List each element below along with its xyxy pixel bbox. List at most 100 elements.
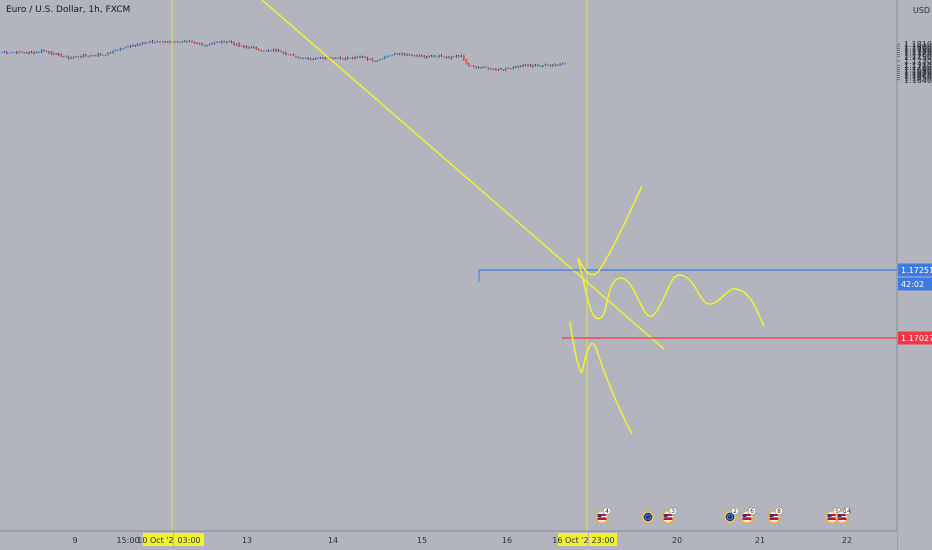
candle[interactable] <box>435 55 438 57</box>
candle[interactable] <box>141 41 144 45</box>
event-marker[interactable]: 6 <box>740 506 757 524</box>
candle[interactable] <box>438 54 441 58</box>
candle[interactable] <box>65 55 68 58</box>
candle[interactable] <box>248 46 250 49</box>
candle[interactable] <box>139 43 142 46</box>
candle[interactable] <box>317 57 320 59</box>
candle[interactable] <box>8 52 11 54</box>
candle[interactable] <box>144 42 147 45</box>
projection-sideways[interactable] <box>577 259 765 327</box>
candle[interactable] <box>97 52 100 57</box>
trendline-descending[interactable] <box>261 0 665 350</box>
candle[interactable] <box>33 51 36 55</box>
candle[interactable] <box>536 64 539 67</box>
candle[interactable] <box>344 57 347 61</box>
candle[interactable] <box>433 54 436 58</box>
candle[interactable] <box>411 54 413 56</box>
candle[interactable] <box>94 54 97 57</box>
projection-up[interactable] <box>577 185 643 276</box>
candle[interactable] <box>366 56 369 61</box>
candle[interactable] <box>104 54 107 56</box>
candle[interactable] <box>176 40 179 43</box>
candle[interactable] <box>117 49 119 51</box>
candle[interactable] <box>233 41 236 46</box>
candle[interactable] <box>136 43 139 47</box>
candle[interactable] <box>272 48 275 52</box>
candle[interactable] <box>457 55 460 58</box>
candle[interactable] <box>112 50 115 54</box>
candle[interactable] <box>312 58 315 61</box>
candle[interactable] <box>482 66 485 68</box>
event-marker[interactable]: 4 <box>595 506 612 524</box>
candle[interactable] <box>213 41 216 45</box>
candle[interactable] <box>448 56 450 59</box>
candle[interactable] <box>369 58 371 60</box>
candle[interactable] <box>75 56 77 58</box>
candle[interactable] <box>15 50 18 54</box>
candle[interactable] <box>428 55 431 58</box>
candle[interactable] <box>445 56 448 59</box>
candle[interactable] <box>297 56 300 59</box>
candle[interactable] <box>522 64 525 68</box>
candle[interactable] <box>524 64 527 67</box>
candle[interactable] <box>408 53 411 56</box>
candle[interactable] <box>168 40 171 44</box>
candle[interactable] <box>40 49 43 53</box>
candle[interactable] <box>430 54 433 58</box>
candle[interactable] <box>564 62 567 65</box>
candle[interactable] <box>84 53 87 57</box>
candle[interactable] <box>514 65 517 69</box>
candle[interactable] <box>292 53 295 57</box>
candle[interactable] <box>361 55 364 59</box>
candle[interactable] <box>339 56 342 60</box>
candle[interactable] <box>544 63 547 66</box>
candle[interactable] <box>215 41 218 43</box>
candle[interactable] <box>396 52 399 55</box>
candle[interactable] <box>277 48 280 52</box>
candle[interactable] <box>507 67 510 69</box>
candle[interactable] <box>60 53 63 58</box>
candle[interactable] <box>240 45 243 47</box>
candle[interactable] <box>383 55 386 60</box>
candle[interactable] <box>72 56 75 59</box>
candle[interactable] <box>154 41 157 44</box>
candle[interactable] <box>443 56 446 58</box>
candle[interactable] <box>307 57 310 61</box>
candle[interactable] <box>455 54 458 58</box>
candle[interactable] <box>485 66 488 68</box>
candle[interactable] <box>252 46 255 49</box>
candle[interactable] <box>30 50 33 54</box>
candle[interactable] <box>260 49 263 52</box>
candle[interactable] <box>373 60 376 63</box>
candle[interactable] <box>364 56 366 59</box>
candle[interactable] <box>92 54 95 57</box>
event-marker[interactable]: 5 <box>825 506 842 524</box>
candle[interactable] <box>502 69 505 72</box>
candle[interactable] <box>386 55 389 58</box>
candle[interactable] <box>534 64 537 67</box>
candle[interactable] <box>173 41 176 43</box>
candle[interactable] <box>181 40 184 43</box>
candle[interactable] <box>418 54 421 58</box>
candle[interactable] <box>131 44 134 47</box>
candle[interactable] <box>245 45 248 49</box>
candle[interactable] <box>50 51 53 55</box>
candle[interactable] <box>109 51 112 54</box>
candle[interactable] <box>13 51 16 53</box>
candle[interactable] <box>23 51 26 54</box>
candle[interactable] <box>304 57 307 60</box>
candle[interactable] <box>285 51 287 56</box>
candle[interactable] <box>99 53 102 56</box>
candle[interactable] <box>220 40 223 44</box>
candle[interactable] <box>359 55 362 59</box>
candle[interactable] <box>52 52 55 56</box>
candle[interactable] <box>527 64 530 67</box>
candle[interactable] <box>208 43 211 46</box>
candle[interactable] <box>467 62 470 67</box>
candle[interactable] <box>119 47 122 51</box>
candle[interactable] <box>554 63 557 67</box>
candle[interactable] <box>62 56 65 58</box>
candle[interactable] <box>546 64 549 66</box>
candle[interactable] <box>114 49 117 52</box>
candle[interactable] <box>453 56 455 58</box>
